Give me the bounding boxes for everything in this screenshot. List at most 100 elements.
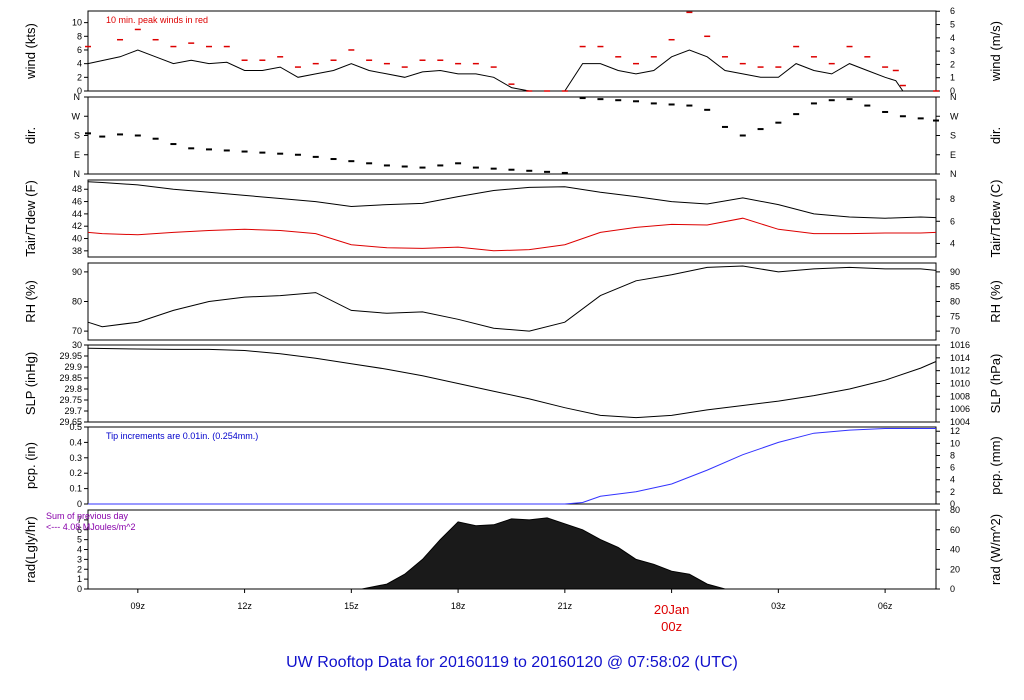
dir-point bbox=[526, 169, 533, 172]
dir-point bbox=[85, 132, 91, 135]
right-tick-label: 40 bbox=[950, 545, 960, 555]
figure-title: UW Rooftop Data for 20160119 to 20160120… bbox=[286, 654, 738, 671]
left-tick-label: 40 bbox=[72, 234, 82, 244]
right-tick-label: E bbox=[950, 150, 956, 160]
right-tick-label: 4 bbox=[950, 33, 955, 43]
right-tick-label: 80 bbox=[950, 297, 960, 307]
dir-point bbox=[205, 148, 212, 151]
dir-point bbox=[455, 162, 462, 165]
dir-point bbox=[668, 103, 675, 106]
right-tick-label: 5 bbox=[950, 20, 955, 30]
panel-humidity: 70 80 90 70 75 80 85 90 RH (%) RH (%) bbox=[23, 262, 1003, 341]
dir-point bbox=[241, 150, 248, 153]
left-tick-label: 0.4 bbox=[69, 437, 82, 447]
panel-frame bbox=[87, 344, 937, 423]
x-tick-label: 18z bbox=[451, 601, 466, 611]
left-tick-label: 10 bbox=[72, 18, 82, 28]
y-label-left: Tair/Tdew (F) bbox=[23, 180, 38, 257]
left-tick-label: 2 bbox=[77, 72, 82, 82]
left-tick-label: 0.1 bbox=[69, 484, 82, 494]
left-tick-label: 90 bbox=[72, 267, 82, 277]
left-tick-label: 29.9 bbox=[64, 362, 82, 372]
left-tick-label: 29.7 bbox=[64, 406, 82, 416]
left-tick-label: 29.95 bbox=[59, 351, 82, 361]
dir-point bbox=[437, 164, 444, 167]
dir-point bbox=[188, 147, 195, 150]
dir-point bbox=[383, 164, 390, 167]
dir-point bbox=[704, 108, 711, 111]
y-label-left: pcp. (in) bbox=[23, 442, 38, 489]
dir-point bbox=[633, 100, 640, 103]
series-line-Tdew bbox=[87, 217, 937, 252]
left-tick-label: 48 bbox=[72, 184, 82, 194]
dir-point bbox=[686, 104, 693, 107]
left-tick-label: 29.8 bbox=[64, 384, 82, 394]
left-tick-label: 80 bbox=[72, 297, 82, 307]
right-tick-label: 0 bbox=[950, 86, 955, 96]
day-marker-time: 00z bbox=[661, 619, 682, 634]
series-line-pcp bbox=[88, 428, 936, 505]
right-tick-label: N bbox=[950, 92, 957, 102]
left-tick-label: 0.5 bbox=[69, 422, 82, 432]
left-tick-label: 38 bbox=[72, 246, 82, 256]
dir-point bbox=[561, 171, 568, 174]
dir-point bbox=[508, 168, 515, 171]
left-tick-label: 0 bbox=[77, 499, 82, 509]
left-tick-label: 29.85 bbox=[59, 373, 82, 383]
right-tick-label: 8 bbox=[950, 450, 955, 460]
dir-point bbox=[277, 152, 284, 155]
rad-note-line2: <--- 4.08 MJoules/m^2 bbox=[46, 522, 136, 532]
left-tick-label: 6 bbox=[77, 45, 82, 55]
x-tick-label: 21z bbox=[558, 601, 573, 611]
dir-point bbox=[134, 134, 141, 137]
right-tick-label: 75 bbox=[950, 311, 960, 321]
x-tick-label: 12z bbox=[237, 601, 252, 611]
dir-point bbox=[917, 117, 924, 120]
dir-point bbox=[579, 97, 586, 100]
dir-point bbox=[312, 155, 319, 158]
right-tick-label: 6 bbox=[950, 463, 955, 473]
rad-note-line1: Sum of previous day bbox=[46, 511, 129, 521]
right-tick-label: 60 bbox=[950, 525, 960, 535]
dir-point bbox=[330, 158, 337, 161]
right-tick-label: 6 bbox=[950, 6, 955, 16]
right-tick-label: 85 bbox=[950, 282, 960, 292]
x-tick-label: 06z bbox=[878, 601, 893, 611]
right-tick-label: 3 bbox=[950, 46, 955, 56]
x-tick-label: 03z bbox=[771, 601, 786, 611]
left-tick-label: 44 bbox=[72, 209, 82, 219]
right-tick-label: 1004 bbox=[950, 417, 970, 427]
panel-annotation: Tip increments are 0.01in. (0.254mm.) bbox=[106, 431, 258, 441]
right-tick-label: 1006 bbox=[950, 404, 970, 414]
dir-point bbox=[99, 135, 106, 138]
left-tick-label: S bbox=[74, 131, 80, 141]
y-label-right: wind (m/s) bbox=[988, 21, 1003, 82]
panel-wind: 0 2 4 6 8 10 0 1 2 3 4 5 6 wind (kts) wind (m/s) 10 min… bbox=[23, 6, 1003, 96]
right-tick-label: 0 bbox=[950, 584, 955, 594]
right-tick-label: 4 bbox=[950, 238, 955, 248]
left-tick-label: 46 bbox=[72, 197, 82, 207]
panel-frame bbox=[87, 262, 937, 341]
left-tick-label: 30 bbox=[72, 340, 82, 350]
left-tick-label: 6 bbox=[77, 525, 82, 535]
right-tick-label: 20 bbox=[950, 564, 960, 574]
panel-annotation: 10 min. peak winds in red bbox=[106, 15, 208, 25]
right-tick-label: 0 bbox=[950, 499, 955, 509]
dir-point bbox=[846, 98, 853, 101]
dir-point bbox=[419, 166, 426, 169]
right-tick-label: 1016 bbox=[950, 340, 970, 350]
right-tick-label: 90 bbox=[950, 267, 960, 277]
series-area-rad bbox=[88, 517, 726, 590]
dir-point bbox=[223, 149, 230, 152]
right-tick-label: W bbox=[950, 111, 959, 121]
dir-point bbox=[294, 153, 301, 156]
right-tick-label: 10 bbox=[950, 438, 960, 448]
dir-point bbox=[170, 143, 177, 146]
series-line-RH bbox=[87, 265, 937, 332]
right-tick-label: 2 bbox=[950, 487, 955, 497]
dir-point bbox=[864, 104, 871, 107]
